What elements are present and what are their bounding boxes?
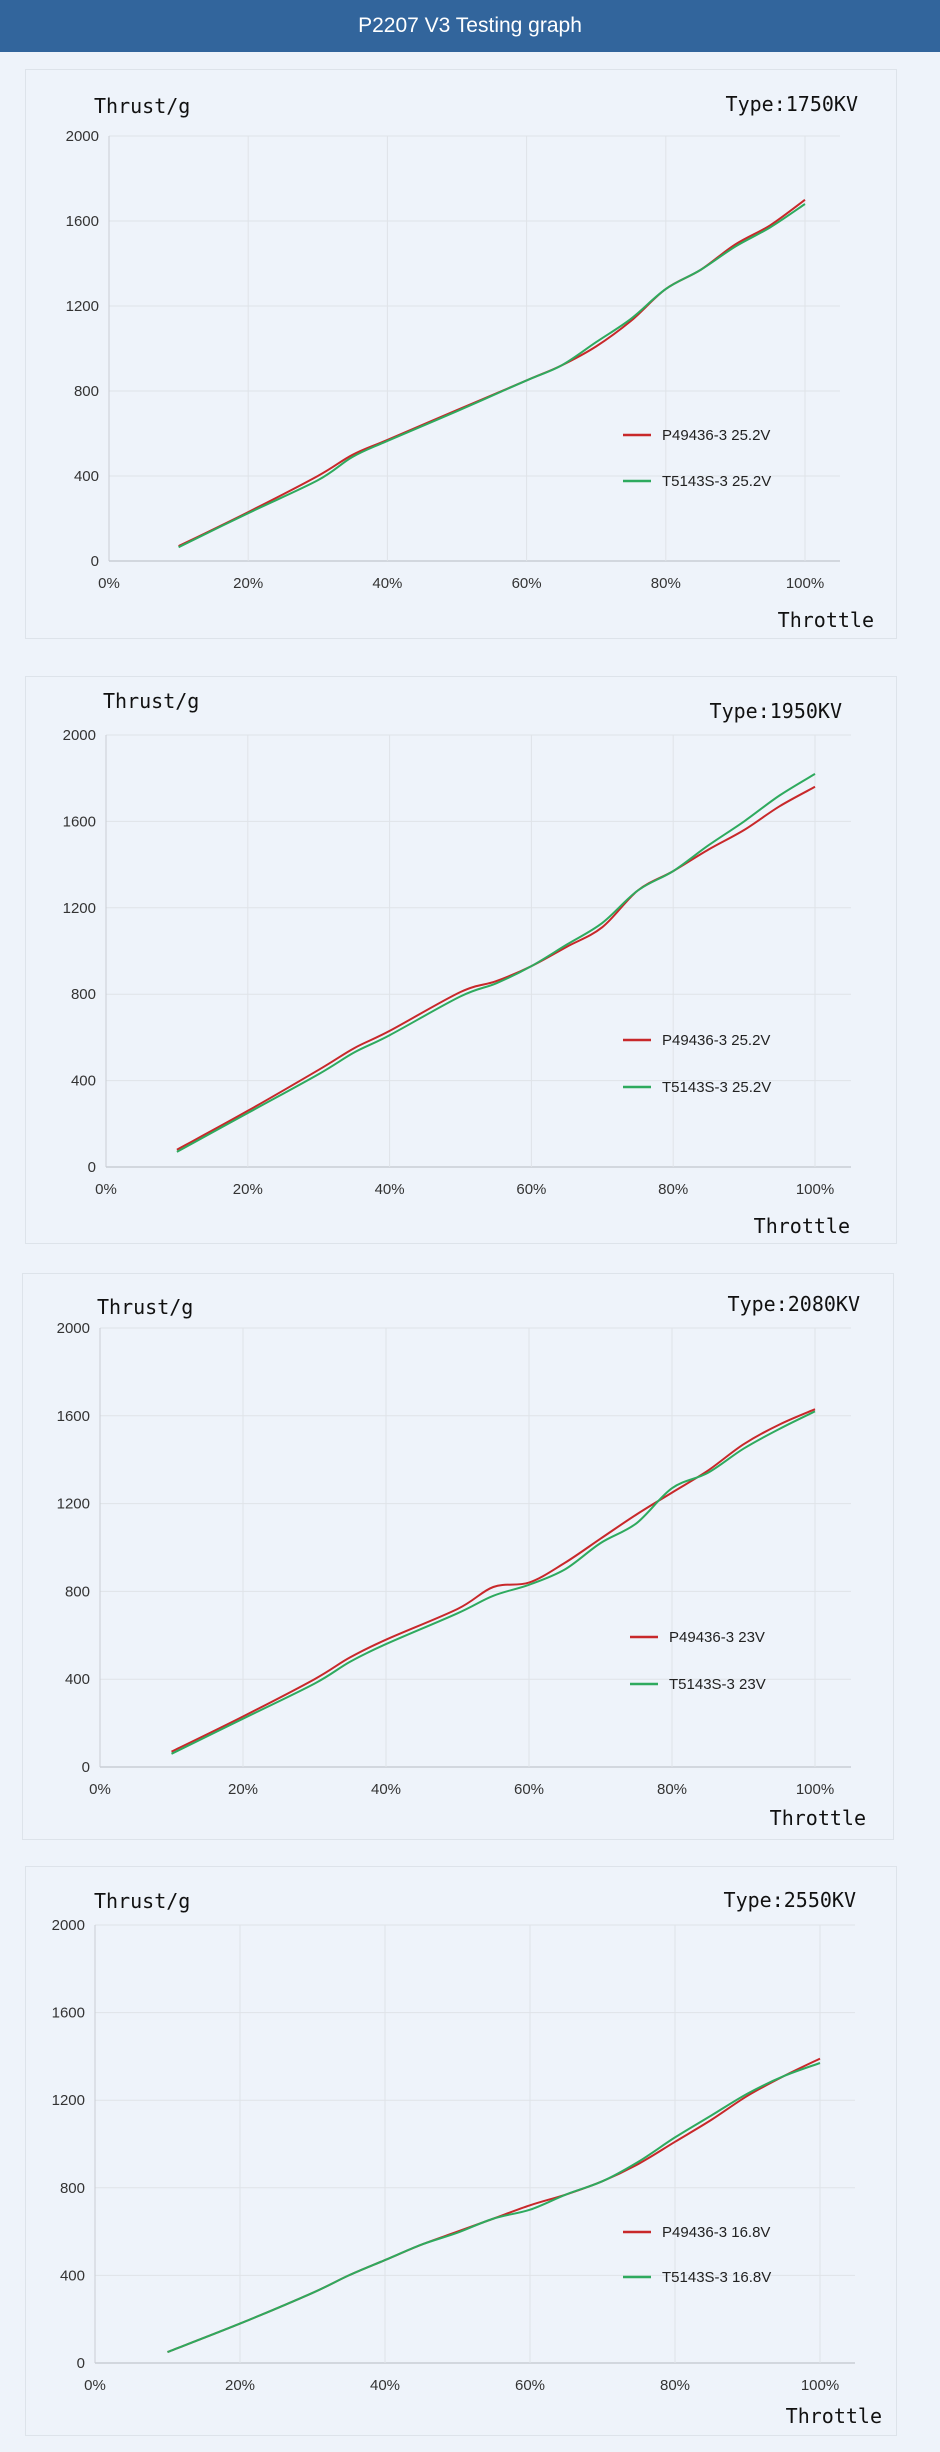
- series-line-2: [176, 773, 816, 1153]
- legend-item: P49436-3 25.2V: [623, 1032, 770, 1049]
- x-tick-label: 20%: [225, 2377, 255, 2394]
- chart-type-label: Type:1950KV: [710, 699, 842, 723]
- legend-label: T5143S-3 23V: [669, 1676, 766, 1693]
- x-tick-label: 40%: [371, 1781, 401, 1798]
- page-title: P2207 V3 Testing graph: [358, 14, 582, 37]
- legend-item: T5143S-3 25.2V: [623, 1079, 771, 1096]
- y-tick-label: 1200: [57, 1496, 90, 1513]
- y-tick-label: 400: [60, 2267, 85, 2284]
- y-tick-label: 1600: [57, 1408, 90, 1425]
- x-tick-label: 0%: [98, 575, 120, 592]
- y-tick-label: 0: [88, 1159, 96, 1176]
- legend-item: T5143S-3 25.2V: [623, 473, 771, 490]
- x-axis-title: Throttle: [770, 1806, 866, 1830]
- y-tick-label: 800: [65, 1583, 90, 1600]
- chart-4: 0 400 800 1200 1600 2000 0% 20% 40% 60% 80% 100% Thr…: [25, 1866, 897, 2436]
- y-tick-label: 1600: [66, 213, 99, 230]
- x-tick-label: 60%: [516, 1181, 546, 1198]
- x-tick-label: 0%: [89, 1781, 111, 1798]
- chart-3: 0 400 800 1200 1600 2000 0% 20% 40% 60% 80% 100% Thr…: [22, 1273, 894, 1840]
- legend-item: T5143S-3 16.8V: [623, 2269, 771, 2286]
- y-tick-label: 0: [77, 2355, 85, 2372]
- x-axis-title: Throttle: [754, 1214, 850, 1238]
- y-tick-label: 2000: [66, 128, 99, 145]
- y-tick-label: 1200: [66, 298, 99, 315]
- legend-item: P49436-3 16.8V: [623, 2224, 770, 2241]
- y-tick-label: 800: [71, 986, 96, 1003]
- x-tick-label: 80%: [657, 1781, 687, 1798]
- chart-1: 0 400 800 1200 1600 2000 0% 20% 40% 60% 80% 100% Thr…: [25, 69, 897, 639]
- y-tick-label: 1600: [63, 813, 96, 830]
- y-tick-label: 1200: [63, 900, 96, 917]
- y-tick-label: 800: [74, 383, 99, 400]
- legend-label: P49436-3 25.2V: [662, 1032, 770, 1049]
- x-tick-label: 60%: [515, 2377, 545, 2394]
- y-tick-label: 0: [82, 1759, 90, 1776]
- y-tick-label: 0: [91, 553, 99, 570]
- chart-panel: [25, 676, 897, 1244]
- legend-label: P49436-3 16.8V: [662, 2224, 770, 2241]
- x-tick-label: 0%: [95, 1181, 117, 1198]
- x-tick-label: 100%: [801, 2377, 839, 2394]
- y-axis-title: Thrust/g: [97, 1295, 193, 1319]
- x-tick-label: 20%: [233, 1181, 263, 1198]
- series-line-2: [178, 203, 806, 549]
- x-tick-label: 100%: [786, 575, 824, 592]
- x-tick-label: 60%: [512, 575, 542, 592]
- x-tick-label: 100%: [796, 1181, 834, 1198]
- y-tick-label: 1200: [52, 2092, 85, 2109]
- legend-label: T5143S-3 25.2V: [662, 1079, 771, 1096]
- chart-panel: [22, 1273, 894, 1840]
- x-tick-label: 80%: [660, 2377, 690, 2394]
- y-tick-label: 2000: [57, 1320, 90, 1337]
- legend-item: T5143S-3 23V: [630, 1676, 766, 1693]
- page-header: P2207 V3 Testing graph: [0, 0, 940, 52]
- x-tick-label: 40%: [370, 2377, 400, 2394]
- series-line-1: [171, 1408, 816, 1753]
- chart-type-label: Type:1750KV: [726, 92, 858, 116]
- x-tick-label: 80%: [651, 575, 681, 592]
- legend-item: P49436-3 23V: [630, 1629, 765, 1646]
- legend-label: P49436-3 23V: [669, 1629, 765, 1646]
- series-line-2: [171, 1410, 816, 1755]
- legend-item: P49436-3 25.2V: [623, 427, 770, 444]
- x-tick-label: 80%: [658, 1181, 688, 1198]
- y-tick-label: 400: [71, 1073, 96, 1090]
- y-tick-label: 400: [65, 1671, 90, 1688]
- x-tick-label: 100%: [796, 1781, 834, 1798]
- y-axis-title: Thrust/g: [94, 1889, 190, 1913]
- legend-label: T5143S-3 16.8V: [662, 2269, 771, 2286]
- chart-2: 0 400 800 1200 1600 2000 0% 20% 40% 60% 80% 100% Thr…: [25, 676, 897, 1244]
- chart-type-label: Type:2550KV: [724, 1888, 856, 1912]
- x-tick-label: 40%: [372, 575, 402, 592]
- x-axis-title: Throttle: [786, 2404, 882, 2428]
- y-tick-label: 2000: [52, 1917, 85, 1934]
- series-line-2: [167, 2062, 821, 2353]
- x-tick-label: 0%: [84, 2377, 106, 2394]
- y-tick-label: 2000: [63, 727, 96, 744]
- chart-type-label: Type:2080KV: [728, 1292, 860, 1316]
- x-tick-label: 20%: [233, 575, 263, 592]
- legend-label: P49436-3 25.2V: [662, 427, 770, 444]
- x-tick-label: 40%: [375, 1181, 405, 1198]
- y-tick-label: 1600: [52, 2005, 85, 2022]
- legend-label: T5143S-3 25.2V: [662, 473, 771, 490]
- x-axis-title: Throttle: [778, 608, 874, 632]
- x-tick-label: 60%: [514, 1781, 544, 1798]
- chart-panel: [25, 1866, 897, 2436]
- y-tick-label: 800: [60, 2180, 85, 2197]
- y-axis-title: Thrust/g: [103, 689, 199, 713]
- y-axis-title: Thrust/g: [94, 94, 190, 118]
- x-tick-label: 20%: [228, 1781, 258, 1798]
- chart-panel: [25, 69, 897, 639]
- y-tick-label: 400: [74, 468, 99, 485]
